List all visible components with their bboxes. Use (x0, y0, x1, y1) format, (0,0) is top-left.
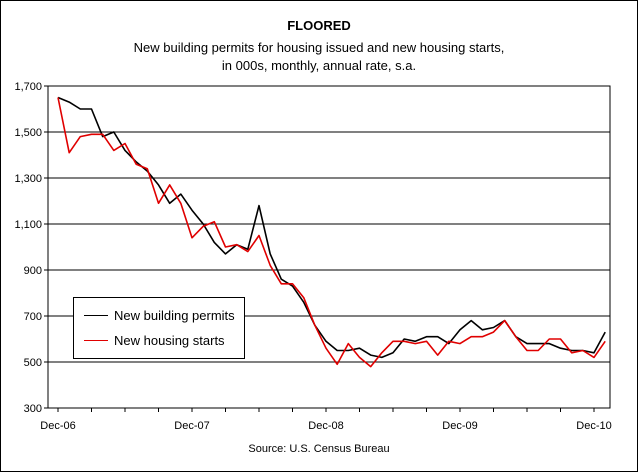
chart-legend: New building permits New housing starts (73, 297, 245, 359)
y-tick-label: 1,100 (14, 219, 42, 231)
legend-item-starts: New housing starts (74, 332, 244, 350)
legend-label-permits: New building permits (114, 308, 235, 323)
y-tick-label: 900 (24, 265, 42, 277)
y-tick-label: 500 (24, 357, 42, 369)
x-tick-label: Dec-08 (308, 420, 343, 432)
x-tick-label: Dec-09 (442, 420, 477, 432)
y-tick-label: 1,300 (14, 173, 42, 185)
x-tick-label: Dec-07 (174, 420, 209, 432)
series-line-starts (57, 97, 606, 368)
x-tick-label: Dec-06 (40, 420, 75, 432)
y-tick-label: 1,700 (14, 81, 42, 93)
plot-area (47, 85, 611, 409)
y-tick-label: 300 (24, 403, 42, 415)
chart-title: FLOORED (287, 18, 351, 33)
chart-subtitle-line-1: New building permits for housing issued … (133, 40, 505, 55)
y-tick-label: 700 (24, 311, 42, 323)
x-tick-label: Dec-10 (576, 420, 611, 432)
legend-swatch-starts (84, 340, 108, 341)
chart-source: Source: U.S. Census Bureau (248, 443, 390, 455)
legend-item-permits: New building permits (74, 307, 244, 325)
y-tick-label: 1,500 (14, 127, 42, 139)
chart-subtitle-line-2: in 000s, monthly, annual rate, s.a. (221, 58, 417, 73)
legend-swatch-permits (84, 315, 108, 316)
legend-label-starts: New housing starts (114, 333, 225, 348)
